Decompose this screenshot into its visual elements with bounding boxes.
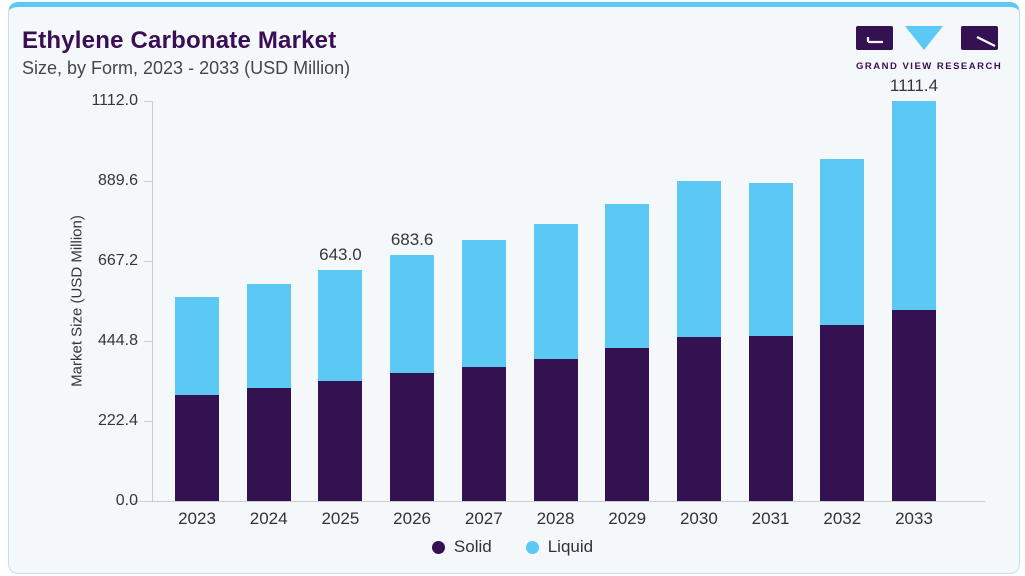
bar-value-label-2033: 1111.4 [889, 76, 939, 96]
legend-label-liquid: Liquid [547, 537, 594, 556]
bar-2023 [175, 297, 219, 501]
gvr-logo-icon [856, 26, 998, 50]
y-tick-mark [144, 501, 153, 502]
y-tick-mark [144, 261, 153, 262]
bar-segment-liquid-2028 [533, 223, 578, 359]
legend-marker-solid [431, 540, 445, 554]
bar-segment-liquid-2027 [461, 240, 506, 368]
bar-2033 [892, 101, 936, 501]
bar-value-label-2025: 643.0 [319, 244, 362, 264]
bar-segment-solid-2025 [318, 381, 363, 501]
bar-value-label-2026: 683.6 [390, 230, 434, 250]
legend-marker-liquid [525, 540, 539, 554]
bar-2031 [748, 183, 793, 501]
bar-segment-solid-2033 [892, 309, 936, 501]
legend: Solid Liquid [0, 537, 1025, 557]
bar-segment-liquid-2025 [318, 269, 363, 382]
bar-segment-solid-2026 [390, 373, 435, 501]
y-tick-mark [144, 181, 153, 182]
bar-2028 [533, 223, 578, 501]
bar-segment-liquid-2024 [246, 284, 291, 389]
y-tick-label: 0.0 [115, 492, 138, 509]
bar-segment-solid-2024 [246, 388, 291, 501]
bar-segment-liquid-2032 [820, 159, 865, 325]
gvr-logo: GRAND VIEW RESEARCH [856, 26, 1003, 72]
y-tick-mark [144, 341, 153, 342]
bar-segment-liquid-2030 [676, 181, 721, 337]
bar-segment-liquid-2026 [390, 255, 435, 374]
x-tick-label-2028: 2028 [536, 509, 575, 528]
x-tick-label-2030: 2030 [679, 509, 718, 528]
x-tick-label-2025: 2025 [321, 509, 360, 528]
bar-segment-solid-2031 [748, 336, 793, 501]
bar-segment-liquid-2023 [175, 297, 219, 396]
x-tick-label-2023: 2023 [178, 509, 216, 528]
bar-segment-liquid-2031 [748, 183, 793, 337]
bar-segment-solid-2028 [533, 358, 578, 501]
y-tick-mark [144, 421, 153, 422]
bar-2026 [390, 255, 435, 501]
legend-label-solid: Solid [453, 537, 492, 556]
y-tick-label: 444.8 [97, 332, 138, 349]
y-tick-mark [144, 101, 153, 102]
bar-segment-solid-2029 [605, 347, 650, 501]
bar-segment-solid-2032 [820, 324, 865, 501]
page-subtitle: Size, by Form, 2023 - 2033 (USD Million) [22, 58, 351, 78]
page-title: Ethylene Carbonate Market [22, 27, 337, 54]
x-tick-label-2026: 2026 [393, 509, 431, 528]
chart-card [8, 2, 1020, 574]
x-tick-label-2032: 2032 [823, 509, 862, 528]
y-axis-line [152, 101, 153, 502]
bar-2027 [461, 240, 506, 501]
y-tick-label: 889.6 [97, 172, 138, 189]
y-tick-label: 667.2 [97, 252, 138, 269]
bar-segment-solid-2023 [175, 395, 219, 501]
y-axis-title: Market Size (USD Million) [68, 215, 86, 387]
x-tick-label-2029: 2029 [608, 509, 647, 528]
bar-segment-liquid-2033 [892, 101, 936, 310]
y-tick-label: 1112.0 [91, 92, 138, 109]
bar-segment-liquid-2029 [605, 204, 650, 348]
y-tick-label: 222.4 [97, 412, 138, 429]
bar-2032 [820, 159, 865, 501]
x-tick-label-2024: 2024 [249, 509, 288, 528]
x-tick-label-2027: 2027 [464, 509, 503, 528]
bar-2024 [246, 284, 291, 501]
gvr-logo-text: GRAND VIEW RESEARCH [856, 61, 1003, 72]
legend-item-solid: Solid [431, 537, 492, 557]
legend-item-liquid: Liquid [525, 537, 594, 557]
x-axis-line [133, 501, 985, 502]
bar-2025 [318, 269, 363, 501]
bar-2030 [676, 181, 721, 501]
x-tick-label-2031: 2031 [751, 509, 790, 528]
bar-2029 [605, 204, 650, 501]
bar-segment-solid-2030 [676, 336, 721, 501]
bar-segment-solid-2027 [461, 367, 506, 501]
x-tick-label-2033: 2033 [895, 509, 933, 528]
